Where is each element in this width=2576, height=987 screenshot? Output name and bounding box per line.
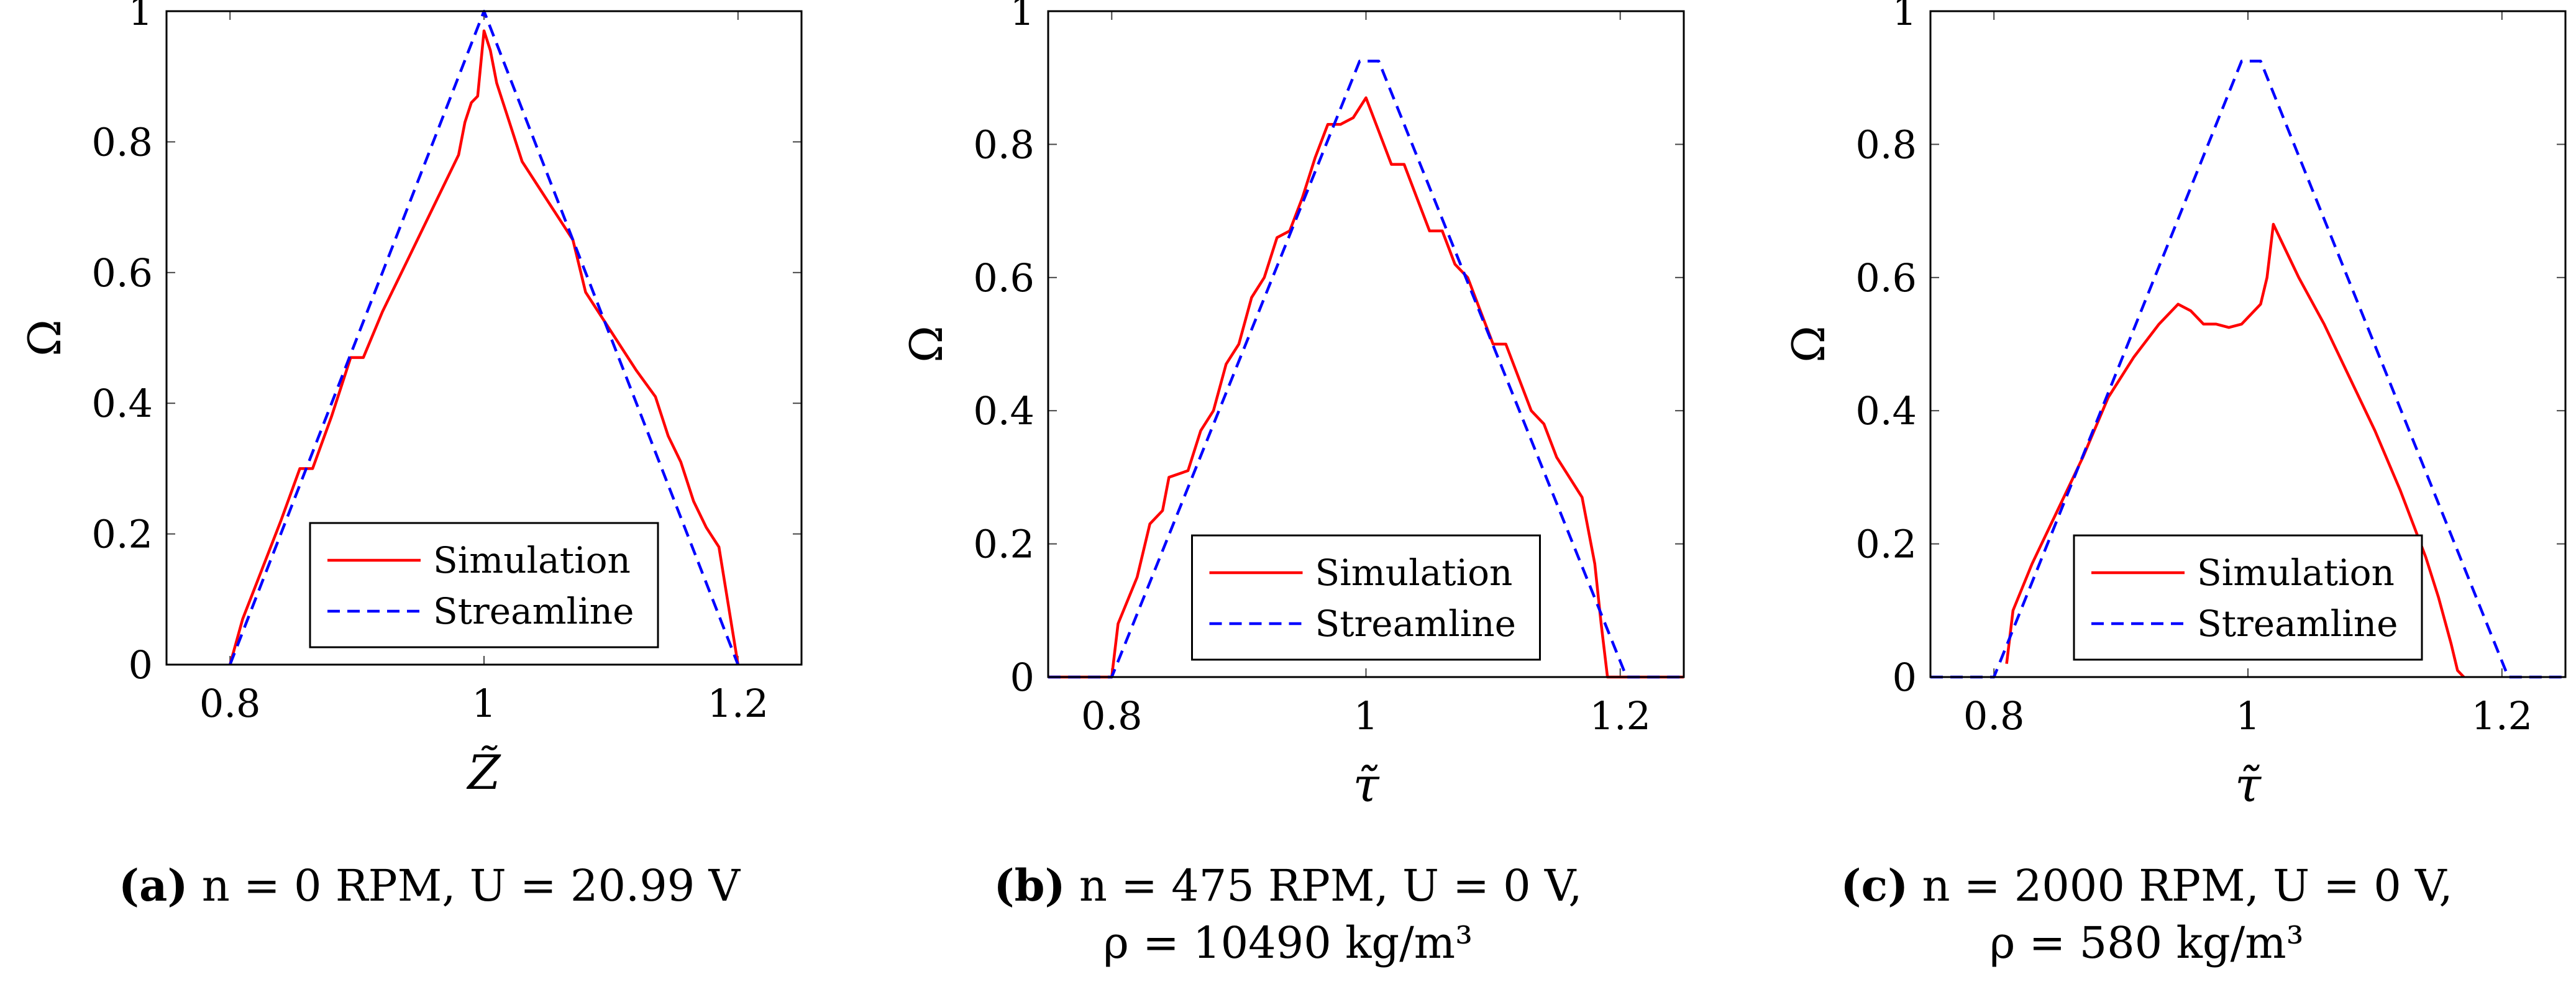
x-tick-label-b-2: 1.2 (1589, 693, 1651, 739)
y-tick-label-b-3: 0.6 (973, 255, 1035, 301)
y-axis-label-c: Ω (1783, 325, 1835, 363)
y-axis-label-a: Ω (19, 319, 71, 357)
y-tick-label-b-2: 0.4 (973, 388, 1035, 434)
series-simulation-line-a (229, 29, 740, 665)
series-simulation-line-b (1048, 96, 1684, 679)
plot-frame-a (165, 10, 803, 666)
caption-a-label: (a) (118, 860, 188, 911)
y-tick-label-a-1: 0.2 (91, 512, 153, 557)
y-tick-label-c-1: 0.2 (1855, 522, 1917, 567)
x-tick-label-c-2: 1.2 (2471, 693, 2533, 739)
x-tick-label-c-1: 1 (2236, 693, 2260, 739)
legend-streamline-label-b: Streamline (1315, 603, 1516, 645)
legend-box-a (309, 522, 659, 648)
legend-a: Simulation Streamline (309, 522, 659, 648)
y-tick-label-c-0: 0 (1893, 655, 1917, 700)
y-tick-label-b-4: 0.8 (973, 122, 1035, 167)
y-tick-label-c-3: 0.6 (1855, 255, 1917, 301)
legend-simulation-label-b: Simulation (1315, 552, 1513, 594)
y-tick-label-a-3: 0.6 (91, 250, 153, 296)
caption-a: (a) n = 0 RPM, U = 20.99 V (0, 857, 859, 914)
y-tick-label-a-4: 0.8 (91, 119, 153, 165)
y-tick-label-a-0: 0 (129, 642, 153, 688)
y-tick-label-a-2: 0.4 (91, 381, 153, 426)
x-tick-label-c-0: 0.8 (1963, 693, 2025, 739)
x-tick-label-a-1: 1 (472, 681, 496, 726)
legend-c: Simulation Streamline (2073, 534, 2423, 661)
y-tick-label-c-2: 0.4 (1855, 388, 1917, 434)
y-tick-label-a-5: 1 (129, 0, 153, 34)
x-tick-label-a-0: 0.8 (199, 681, 261, 726)
legend-simulation-label-c: Simulation (2197, 552, 2395, 594)
y-tick-label-c-5: 1 (1893, 0, 1917, 34)
x-tick-label-a-2: 1.2 (707, 681, 769, 726)
y-tick-label-b-0: 0 (1010, 655, 1035, 700)
y-tick-label-b-1: 0.2 (973, 522, 1035, 567)
caption-b-line2: ρ = 10490 kg/m³ (1103, 917, 1473, 968)
x-tick-label-b-0: 0.8 (1081, 693, 1143, 739)
caption-c-line1: n = 2000 RPM, U = 0 V, (1922, 860, 2453, 911)
caption-a-line1: n = 0 RPM, U = 20.99 V (201, 860, 741, 911)
legend-simulation-label-a: Simulation (433, 539, 631, 581)
caption-c-line2: ρ = 580 kg/m³ (1989, 917, 2304, 968)
chart-panel-a: 0.8 1 1.2 0 0.2 0.4 0.6 0.8 1 Z̃ Ω Simulation Stream… (19, 0, 803, 800)
x-axis-label-a: Z̃ (467, 744, 501, 800)
caption-c-label: (c) (1840, 860, 1909, 911)
plot-frame-b (1047, 10, 1685, 678)
legend-box-b (1191, 534, 1541, 661)
legend-b: Simulation Streamline (1191, 534, 1541, 661)
caption-b-label: (b) (993, 860, 1066, 911)
x-axis-label-c: τ̃ (2235, 757, 2262, 812)
legend-streamline-label-a: Streamline (433, 590, 634, 632)
y-tick-label-b-5: 1 (1010, 0, 1035, 34)
x-tick-label-b-1: 1 (1354, 693, 1378, 739)
legend-streamline-label-c: Streamline (2197, 603, 2398, 645)
x-axis-label-b: τ̃ (1353, 757, 1380, 812)
chart-panel-c: 0.8 1 1.2 0 0.2 0.4 0.6 0.8 1 τ̃ Ω Simulation Stream… (1783, 0, 2567, 812)
y-tick-label-c-4: 0.8 (1855, 122, 1917, 167)
caption-b-line1: n = 475 RPM, U = 0 V, (1079, 860, 1583, 911)
y-axis-label-b: Ω (900, 325, 952, 363)
chart-panel-b: 0.8 1 1.2 0 0.2 0.4 0.6 0.8 1 τ̃ Ω Simulation Stream… (900, 0, 1685, 812)
caption-b: (b) n = 475 RPM, U = 0 V, ρ = 10490 kg/m… (859, 857, 1717, 971)
caption-c: (c) n = 2000 RPM, U = 0 V, ρ = 580 kg/m³ (1717, 857, 2576, 971)
plot-frame-c (1929, 10, 2567, 678)
legend-box-c (2073, 534, 2423, 661)
